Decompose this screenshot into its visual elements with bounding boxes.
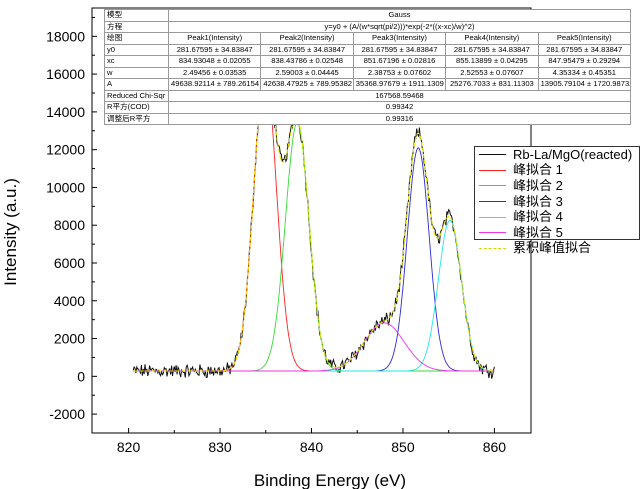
- table-cell: 4.35334 ± 0.45351: [537, 66, 632, 79]
- table-row-adj-r-squared: 调整后R平方 0.99316: [104, 112, 631, 125]
- legend-label: 峰拟合 1: [513, 162, 563, 178]
- table-cell: y0: [104, 43, 169, 56]
- x-tick-label: 860: [483, 439, 507, 455]
- table-cell: Reduced Chi-Sqr: [104, 89, 169, 102]
- y-tick-label: 14000: [46, 104, 85, 120]
- table-cell: 42638.47925 ± 789.95382: [260, 78, 354, 91]
- table-cell: 方程: [104, 20, 169, 33]
- legend-entry: 峰拟合 4: [475, 209, 639, 225]
- fit-parameters-table: 模型 Gauss 方程 y=y0 + (A/(w*sqrt(pi/2)))*ex…: [104, 9, 632, 125]
- chart-legend: Rb-La/MgO(reacted) 峰拟合 1 峰拟合 2 峰拟合 3 峰拟合 4 峰拟…: [474, 146, 640, 255]
- table-row-header: 绘图 Peak1(Intensity) Peak2(Intensity) Pea…: [104, 32, 632, 45]
- table-row-w: w 2.49456 ± 0.03535 2.59003 ± 0.04445 2.…: [104, 66, 632, 79]
- table-cell: 851.67196 ± 0.02816: [352, 55, 447, 68]
- x-tick-label: 820: [117, 439, 141, 455]
- table-cell: xc: [104, 55, 169, 68]
- table-row-a: A 49638.92114 ± 789.26154 42638.47925 ± …: [104, 78, 632, 91]
- peak-fit-line-2: [133, 122, 495, 372]
- y-tick-label: 4000: [54, 293, 85, 309]
- table-cell: 0.99316: [168, 112, 631, 125]
- legend-entry: Rb-La/MgO(reacted): [475, 147, 639, 163]
- axes: 820 830 840 850 860 -2000 0 2000 4000 6000 8000 100…: [46, 7, 532, 455]
- y-tick-label: 18000: [46, 28, 85, 44]
- table-cell: 847.95479 ± 0.29294: [537, 55, 632, 68]
- legend-label: 峰拟合 5: [513, 224, 563, 240]
- legend-entry: 峰拟合 1: [475, 163, 639, 179]
- table-cell: A: [104, 78, 169, 91]
- table-cell: 2.59003 ± 0.04445: [260, 66, 354, 79]
- table-cell: 281.67595 ± 34.83847: [260, 43, 354, 56]
- legend-label: 累积峰值拟合: [513, 240, 592, 256]
- legend-label: 峰拟合 3: [513, 193, 563, 209]
- table-cell: 13905.79104 ± 1720.98732: [537, 78, 632, 91]
- table-row-xc: xc 834.93048 ± 0.02055 838.43786 ± 0.025…: [104, 55, 632, 68]
- legend-swatch: [479, 232, 506, 234]
- table-cell: 834.93048 ± 0.02055: [167, 55, 262, 68]
- table-row-r-squared: R平方(COD) 0.99342: [104, 101, 631, 114]
- x-tick-label: 850: [391, 439, 415, 455]
- table-cell: Peak2(Intensity): [260, 32, 354, 45]
- table-row-equation: 方程 y=y0 + (A/(w*sqrt(pi/2)))*exp(-2*((x-…: [104, 20, 631, 33]
- table-cell: 2.52553 ± 0.07607: [445, 66, 539, 79]
- table-cell: Peak1(Intensity): [167, 32, 262, 45]
- fit-curves: [132, 59, 495, 379]
- legend-label: 峰拟合 2: [513, 177, 563, 193]
- table-cell: 35368.97679 ± 1911.1309: [352, 78, 447, 91]
- y-tick-label: 10000: [46, 179, 85, 195]
- legend-swatch: [479, 185, 506, 187]
- table-row-model: 模型 Gauss: [104, 9, 631, 22]
- table-cell: 281.67595 ± 34.83847: [445, 43, 539, 56]
- table-cell: Peak5(Intensity): [537, 32, 632, 45]
- legend-entry: 峰拟合 3: [475, 194, 639, 210]
- legend-label: Rb-La/MgO(reacted): [513, 146, 633, 162]
- cumulative-fit-line: [133, 63, 495, 372]
- legend-entry: 累积峰值拟合: [475, 241, 639, 257]
- legend-swatch: [479, 216, 506, 218]
- peak-fit-line-3: [133, 147, 495, 372]
- table-row-chi-sqr: Reduced Chi-Sqr 167568.59468: [104, 89, 631, 102]
- legend-entry: 峰拟合 2: [475, 178, 639, 194]
- table-row-y0: y0 281.67595 ± 34.83847 281.67595 ± 34.8…: [104, 43, 632, 56]
- table-cell: 调整后R平方: [104, 112, 169, 125]
- legend-label: 峰拟合 4: [513, 209, 563, 225]
- table-cell: 281.67595 ± 34.83847: [352, 43, 447, 56]
- table-cell: Gauss: [168, 9, 631, 22]
- table-cell: 281.67595 ± 34.83847: [537, 43, 632, 56]
- table-cell: 49638.92114 ± 789.26154: [167, 78, 262, 91]
- x-tick-label: 840: [300, 439, 324, 455]
- peak-fit-line-4: [133, 219, 495, 372]
- table-cell: 838.43786 ± 0.02548: [260, 55, 354, 68]
- y-tick-label: 8000: [54, 217, 85, 233]
- y-axis-title: Intensity (a.u.): [1, 178, 20, 286]
- table-cell: 模型: [104, 9, 169, 22]
- y-tick-label: 6000: [54, 255, 85, 271]
- table-cell: 25276.7033 ± 831.11303: [445, 78, 539, 91]
- table-cell: 281.67595 ± 34.83847: [167, 43, 262, 56]
- x-tick-label: 830: [208, 439, 232, 455]
- x-axis-title: Binding Energy (eV): [254, 471, 406, 489]
- y-tick-label: 12000: [46, 142, 85, 158]
- legend-entry: 峰拟合 5: [475, 225, 639, 241]
- table-cell: R平方(COD): [104, 101, 169, 114]
- table-cell: Peak4(Intensity): [445, 32, 539, 45]
- y-tick-label: 16000: [46, 66, 85, 82]
- peak-fit-line-5: [133, 322, 495, 372]
- y-tick-label: -2000: [49, 406, 85, 422]
- y-tick-label: 2000: [54, 331, 85, 347]
- legend-swatch: [479, 201, 506, 203]
- table-cell: 绘图: [104, 32, 169, 45]
- table-cell: 0.99342: [168, 101, 631, 114]
- y-tick-label: 0: [77, 368, 85, 384]
- table-cell: w: [104, 66, 169, 79]
- legend-swatch: [479, 154, 506, 156]
- table-cell: 2.49456 ± 0.03535: [167, 66, 262, 79]
- legend-swatch: [479, 247, 506, 249]
- table-cell: Peak3(Intensity): [352, 32, 447, 45]
- table-cell: 855.13899 ± 0.04295: [445, 55, 539, 68]
- table-cell: 167568.59468: [168, 89, 631, 102]
- table-cell: 2.38753 ± 0.07602: [352, 66, 447, 79]
- legend-swatch: [479, 169, 506, 171]
- table-cell: y=y0 + (A/(w*sqrt(pi/2)))*exp(-2*((x-xc)…: [168, 20, 631, 33]
